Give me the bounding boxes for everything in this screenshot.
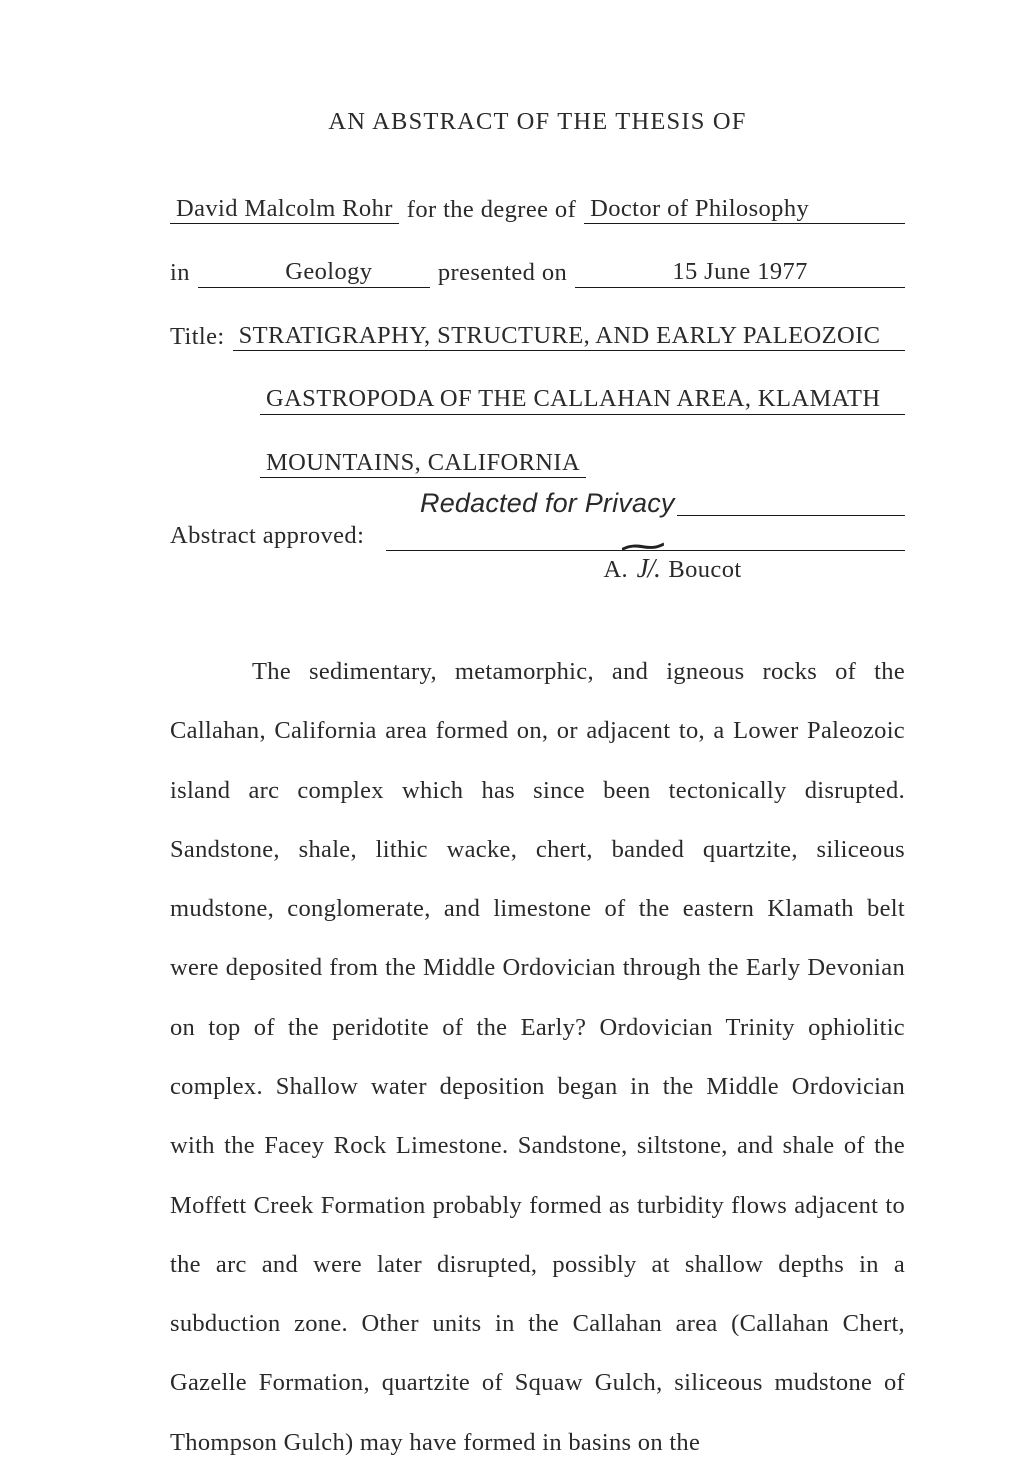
in-prefix: in [170, 261, 198, 288]
signature-line: ⁓ [386, 550, 905, 551]
degree-value: Doctor of Philosophy [584, 197, 905, 225]
subject-date-row: in Geology presented on 15 June 1977 [170, 260, 905, 288]
approved-name-last: Boucot [668, 556, 741, 583]
presented-on-label: presented on [430, 261, 575, 288]
abstract-paragraph: The sedimentary, metamorphic, and igneou… [170, 642, 905, 1472]
in-blank-underline [198, 285, 228, 288]
subject-value: Geology [228, 260, 430, 288]
approved-name-prefix: A. [603, 556, 628, 583]
author-degree-row: David Malcolm Rohr for the degree of Doc… [170, 197, 905, 225]
abstract-header: AN ABSTRACT OF THE THESIS OF [170, 110, 905, 135]
title-block: Title: STRATIGRAPHY, STRUCTURE, AND EARL… [170, 324, 905, 479]
title-prefix: Title: [170, 325, 233, 352]
title-line-3: MOUNTAINS, CALIFORNIA [260, 451, 586, 479]
presented-date: 15 June 1977 [575, 260, 905, 288]
title-line-2: GASTROPODA OF THE CALLAHAN AREA, KLAMATH [260, 387, 905, 415]
abstract-body: The sedimentary, metamorphic, and igneou… [170, 642, 905, 1472]
redaction-row: Redacted for Privacy [420, 490, 905, 518]
approved-label: Abstract approved: [170, 524, 372, 551]
title-line-1: STRATIGRAPHY, STRUCTURE, AND EARLY PALEO… [233, 324, 905, 352]
author-name: David Malcolm Rohr [170, 197, 399, 225]
redaction-text: Redacted for Privacy [420, 490, 675, 518]
degree-label: for the degree of [399, 198, 584, 225]
redaction-trailing-line [677, 514, 905, 516]
abstract-approved-row: Abstract approved: ⁓ [170, 524, 905, 551]
approved-name-flourish: J/. [635, 553, 662, 583]
approved-name: A. J/. Boucot [440, 555, 905, 583]
